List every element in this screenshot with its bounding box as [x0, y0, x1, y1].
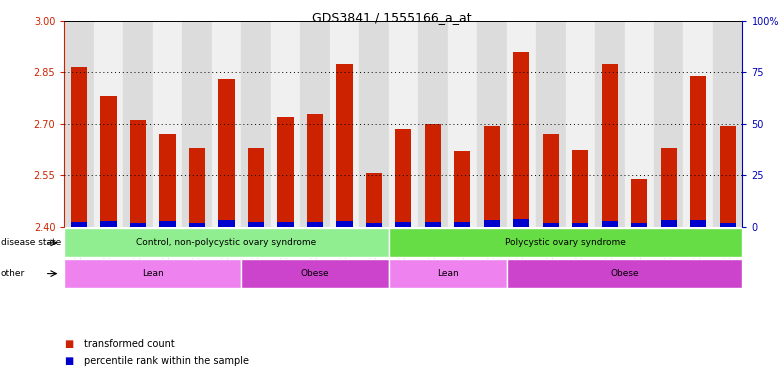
Bar: [448, 21, 477, 227]
Bar: [189, 148, 205, 227]
Text: percentile rank within the sample: percentile rank within the sample: [84, 356, 249, 366]
Bar: [506, 21, 536, 227]
Bar: [307, 222, 323, 227]
Bar: [484, 126, 500, 227]
Bar: [219, 220, 234, 227]
Text: Polycystic ovary syndrome: Polycystic ovary syndrome: [505, 238, 626, 247]
Bar: [601, 64, 618, 227]
Bar: [720, 126, 736, 227]
Bar: [359, 21, 389, 227]
Bar: [514, 52, 529, 227]
Bar: [336, 64, 353, 227]
Bar: [625, 21, 654, 227]
Text: Control, non-polycystic ovary syndrome: Control, non-polycystic ovary syndrome: [136, 238, 317, 247]
Bar: [543, 134, 559, 227]
Bar: [329, 21, 359, 227]
Bar: [159, 134, 176, 227]
Bar: [425, 222, 441, 227]
Bar: [182, 21, 212, 227]
Bar: [395, 222, 412, 227]
Bar: [631, 179, 648, 227]
Bar: [366, 174, 382, 227]
Bar: [64, 21, 94, 227]
Bar: [278, 222, 293, 227]
Bar: [300, 21, 329, 227]
Text: other: other: [1, 269, 25, 278]
Bar: [248, 222, 264, 227]
Bar: [189, 223, 205, 227]
Bar: [484, 220, 500, 227]
Bar: [219, 79, 234, 227]
Bar: [100, 96, 117, 227]
Bar: [684, 21, 713, 227]
Bar: [100, 222, 117, 227]
Bar: [477, 21, 506, 227]
Bar: [94, 21, 123, 227]
Bar: [270, 21, 300, 227]
Bar: [654, 21, 684, 227]
Bar: [123, 21, 153, 227]
Bar: [454, 151, 470, 227]
Text: ■: ■: [64, 339, 74, 349]
Bar: [395, 129, 412, 227]
Bar: [130, 223, 146, 227]
Bar: [336, 222, 353, 227]
Text: Obese: Obese: [610, 269, 639, 278]
Bar: [536, 21, 565, 227]
Text: Lean: Lean: [142, 269, 164, 278]
Text: ■: ■: [64, 356, 74, 366]
Bar: [572, 223, 588, 227]
Bar: [661, 148, 677, 227]
Bar: [565, 21, 595, 227]
Bar: [720, 223, 736, 227]
Text: Obese: Obese: [300, 269, 329, 278]
Bar: [595, 21, 625, 227]
Bar: [71, 222, 87, 227]
Bar: [307, 114, 323, 227]
Bar: [514, 219, 529, 227]
Text: disease state: disease state: [1, 238, 61, 247]
Bar: [601, 222, 618, 227]
Bar: [153, 21, 182, 227]
Bar: [572, 149, 588, 227]
Bar: [278, 117, 293, 227]
Bar: [241, 21, 270, 227]
Bar: [690, 220, 706, 227]
Bar: [159, 222, 176, 227]
Bar: [543, 223, 559, 227]
Bar: [631, 223, 648, 227]
Bar: [130, 121, 146, 227]
Bar: [366, 223, 382, 227]
Text: transformed count: transformed count: [84, 339, 175, 349]
Bar: [454, 222, 470, 227]
Bar: [713, 21, 742, 227]
Bar: [71, 67, 87, 227]
Bar: [212, 21, 241, 227]
Text: GDS3841 / 1555166_a_at: GDS3841 / 1555166_a_at: [312, 12, 472, 25]
Bar: [661, 220, 677, 227]
Bar: [418, 21, 448, 227]
Bar: [389, 21, 418, 227]
Text: Lean: Lean: [437, 269, 459, 278]
Bar: [690, 76, 706, 227]
Bar: [425, 124, 441, 227]
Bar: [248, 148, 264, 227]
